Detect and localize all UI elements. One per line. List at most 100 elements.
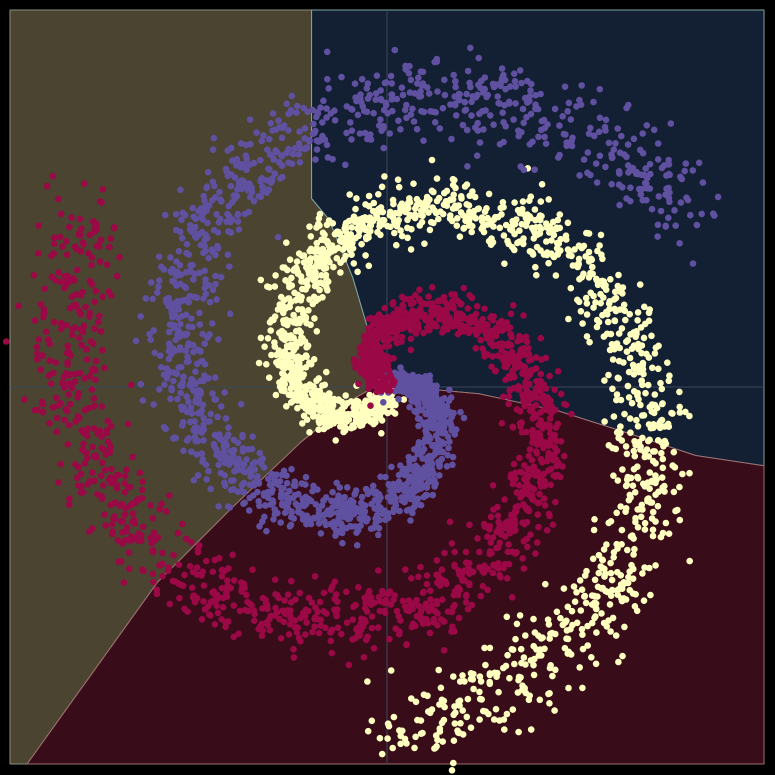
data-point [442,319,449,326]
data-point [616,170,623,177]
data-point [694,222,701,229]
data-point [337,269,344,276]
data-point [568,116,575,123]
data-point [460,122,467,129]
data-point [285,111,292,118]
data-point [509,594,516,601]
data-point [601,377,608,384]
data-point [437,125,444,132]
data-point [374,515,381,522]
data-point [294,258,301,265]
data-point [400,92,407,99]
data-point [486,551,493,558]
data-point [659,417,666,424]
data-point [433,323,440,330]
data-point [324,49,331,56]
data-point [150,327,157,334]
data-point [272,343,279,350]
data-point [260,132,267,139]
data-point [537,697,544,704]
data-point [169,266,176,273]
data-point [185,323,192,330]
data-point [475,55,482,62]
data-point [425,708,432,715]
data-point [426,453,433,460]
data-point [619,527,626,534]
data-point [554,448,561,455]
data-point [190,377,197,384]
data-point [614,391,621,398]
data-point [212,374,219,381]
data-point [488,514,495,521]
data-point [64,343,71,350]
data-point [380,399,387,406]
data-point [602,570,609,577]
data-point [259,518,266,525]
data-point [167,601,174,608]
data-point [446,387,453,394]
data-point [343,220,350,227]
data-point [156,386,163,393]
data-point [295,509,302,516]
data-point [666,423,673,430]
data-point [532,106,539,113]
data-point [502,561,509,568]
data-point [666,530,673,537]
data-point [472,194,479,201]
data-point [601,333,608,340]
data-point [512,469,519,476]
data-point [427,227,434,234]
data-point [292,478,299,485]
data-point [511,199,518,206]
data-point [374,343,381,350]
data-point [390,214,397,221]
data-point [371,328,378,335]
data-point [632,334,639,341]
data-point [205,468,212,475]
data-point [411,408,418,415]
data-point [419,82,426,89]
data-point [182,331,189,338]
data-point [649,206,656,213]
data-point [394,306,401,313]
data-point [644,122,651,129]
data-point [358,627,365,634]
data-point [543,140,550,147]
data-point [596,242,603,249]
data-point [303,474,310,481]
data-point [506,393,513,400]
data-point [494,93,501,100]
data-point [308,233,315,240]
data-point [210,569,217,576]
data-point [279,125,286,132]
data-point [655,366,662,373]
data-point [283,101,290,108]
data-point [538,198,545,205]
data-point [508,311,515,318]
data-point [225,618,232,625]
data-point [228,183,235,190]
data-point [439,596,446,603]
data-point [224,582,231,589]
data-point [323,284,330,291]
data-point [182,297,189,304]
data-point [627,587,634,594]
data-point [126,565,133,572]
data-point [74,267,81,274]
data-point [489,353,496,360]
data-point [683,160,690,167]
data-point [563,618,570,625]
data-point [379,184,386,191]
data-point [346,191,353,198]
data-point [15,303,22,310]
data-point [515,729,522,736]
data-point [657,380,664,387]
data-point [415,320,422,327]
data-point [480,224,487,231]
data-point [474,303,481,310]
data-point [80,441,87,448]
data-point [578,607,585,614]
data-point [243,142,250,149]
data-point [539,181,546,188]
data-point [203,558,210,565]
